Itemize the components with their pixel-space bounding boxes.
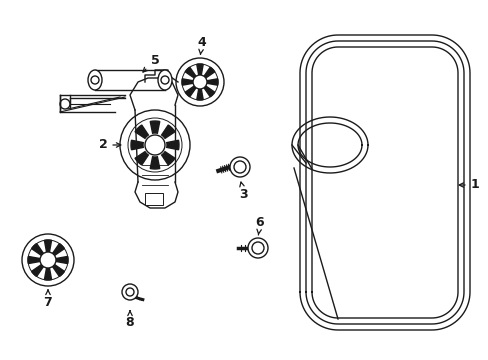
Polygon shape	[32, 244, 43, 256]
Polygon shape	[166, 140, 179, 150]
Ellipse shape	[88, 70, 102, 90]
Polygon shape	[28, 256, 40, 264]
Circle shape	[193, 75, 206, 89]
Polygon shape	[162, 152, 175, 165]
Text: 2: 2	[99, 139, 121, 152]
Circle shape	[120, 110, 190, 180]
Polygon shape	[203, 67, 214, 78]
Bar	[145, 193, 163, 205]
Polygon shape	[44, 268, 51, 280]
Circle shape	[176, 58, 224, 106]
Polygon shape	[185, 67, 196, 78]
Circle shape	[40, 252, 56, 268]
Polygon shape	[56, 256, 68, 264]
Polygon shape	[135, 152, 148, 165]
Circle shape	[91, 76, 99, 84]
Polygon shape	[52, 265, 64, 276]
Polygon shape	[32, 265, 43, 276]
Polygon shape	[52, 244, 64, 256]
Circle shape	[22, 234, 74, 286]
Polygon shape	[182, 79, 193, 85]
Polygon shape	[150, 157, 160, 169]
Circle shape	[145, 135, 164, 155]
Circle shape	[161, 76, 169, 84]
Circle shape	[234, 161, 245, 173]
Circle shape	[122, 284, 138, 300]
Ellipse shape	[158, 70, 172, 90]
Polygon shape	[196, 64, 203, 75]
Polygon shape	[203, 86, 214, 97]
Circle shape	[60, 99, 70, 109]
Polygon shape	[131, 140, 143, 150]
Text: 3: 3	[239, 182, 248, 202]
Text: 4: 4	[197, 36, 206, 54]
Circle shape	[247, 238, 267, 258]
Text: 5: 5	[142, 54, 159, 72]
Circle shape	[251, 242, 264, 254]
Polygon shape	[196, 89, 203, 100]
Polygon shape	[135, 125, 148, 138]
Polygon shape	[44, 240, 51, 252]
Text: 1: 1	[458, 179, 478, 192]
Polygon shape	[162, 125, 175, 138]
Text: 7: 7	[43, 290, 52, 310]
Polygon shape	[150, 121, 160, 133]
Circle shape	[229, 157, 249, 177]
Text: 6: 6	[255, 216, 264, 235]
Polygon shape	[206, 79, 218, 85]
Polygon shape	[185, 86, 196, 97]
Circle shape	[126, 288, 134, 296]
Text: 8: 8	[125, 311, 134, 329]
